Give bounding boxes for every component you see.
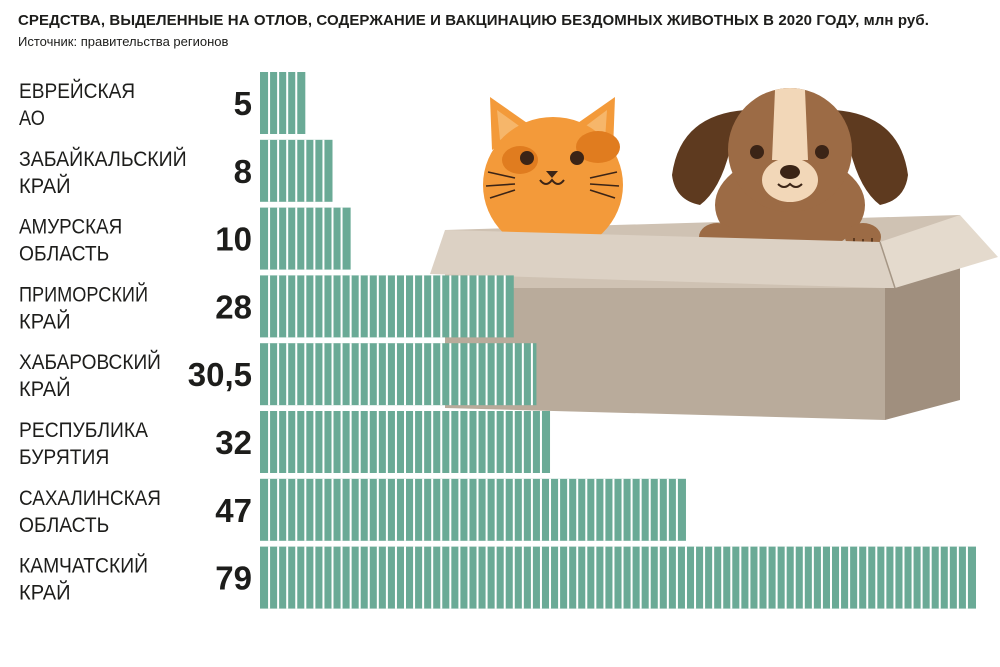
category-label: ЗАБАЙКАЛЬСКИЙ	[19, 147, 187, 171]
bar	[260, 478, 686, 541]
category-label: ОБЛАСТЬ	[19, 514, 109, 537]
chart-title: СРЕДСТВА, ВЫДЕЛЕННЫЕ НА ОТЛОВ, СОДЕРЖАНИ…	[18, 12, 930, 29]
value-label: 10	[215, 221, 252, 258]
value-label: 79	[215, 560, 252, 597]
value-label: 30,5	[188, 356, 252, 393]
category-label: КРАЙ	[19, 174, 71, 198]
bar	[260, 546, 976, 609]
category-label: КРАЙ	[19, 581, 71, 605]
chart-source: Источник: правительства регионов	[18, 34, 229, 49]
category-label: КАМЧАТСКИЙ	[19, 554, 148, 578]
box-flap-front	[430, 230, 895, 288]
category-label: ХАБАРОВСКИЙ	[19, 350, 161, 374]
box-flap-side	[880, 215, 998, 288]
category-label: КРАЙ	[19, 309, 71, 333]
bar	[260, 72, 306, 134]
category-label: ПРИМОРСКИЙ	[19, 282, 148, 306]
value-label: 32	[215, 424, 252, 461]
dog-icon	[672, 88, 908, 255]
box-side	[885, 250, 960, 420]
category-label: ОБЛАСТЬ	[19, 243, 109, 266]
category-label: КРАЙ	[19, 377, 71, 401]
category-label: РЕСПУБЛИКА	[19, 419, 148, 442]
box-front	[445, 288, 885, 420]
cat-icon	[483, 97, 623, 253]
category-label: АМУРСКАЯ	[19, 216, 122, 239]
category-label: АО	[19, 107, 45, 130]
category-label: САХАЛИНСКАЯ	[19, 487, 161, 510]
value-label: 47	[215, 492, 252, 529]
category-label: БУРЯТИЯ	[19, 446, 109, 469]
category-label: ЕВРЕЙСКАЯ	[19, 79, 135, 103]
value-label: 5	[234, 85, 252, 122]
value-label: 28	[215, 288, 252, 325]
value-label: 8	[234, 153, 252, 190]
